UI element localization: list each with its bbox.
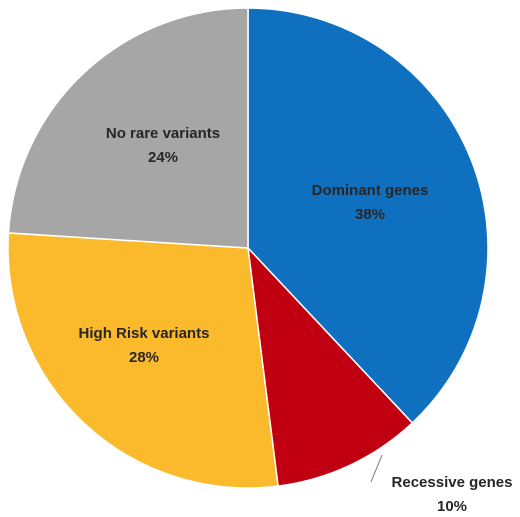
label-highrisk-name: High Risk variants xyxy=(79,325,210,342)
pie-slices xyxy=(7,7,489,489)
label-recessive-name: Recessive genes xyxy=(392,474,513,491)
label-norare-name: No rare variants xyxy=(106,125,220,142)
slice-no-rare-variants xyxy=(7,7,249,249)
label-highrisk-pct: 28% xyxy=(129,349,159,366)
label-norare-pct: 24% xyxy=(148,149,178,166)
slice-recessive-genes xyxy=(246,245,414,487)
slice-dominant-genes xyxy=(247,7,489,425)
recessive-leader-line xyxy=(370,454,383,483)
slice-high-risk-variants xyxy=(7,232,279,489)
label-dominant-pct: 38% xyxy=(355,206,385,223)
label-recessive-pct: 10% xyxy=(437,498,467,515)
label-dominant-name: Dominant genes xyxy=(312,182,429,199)
